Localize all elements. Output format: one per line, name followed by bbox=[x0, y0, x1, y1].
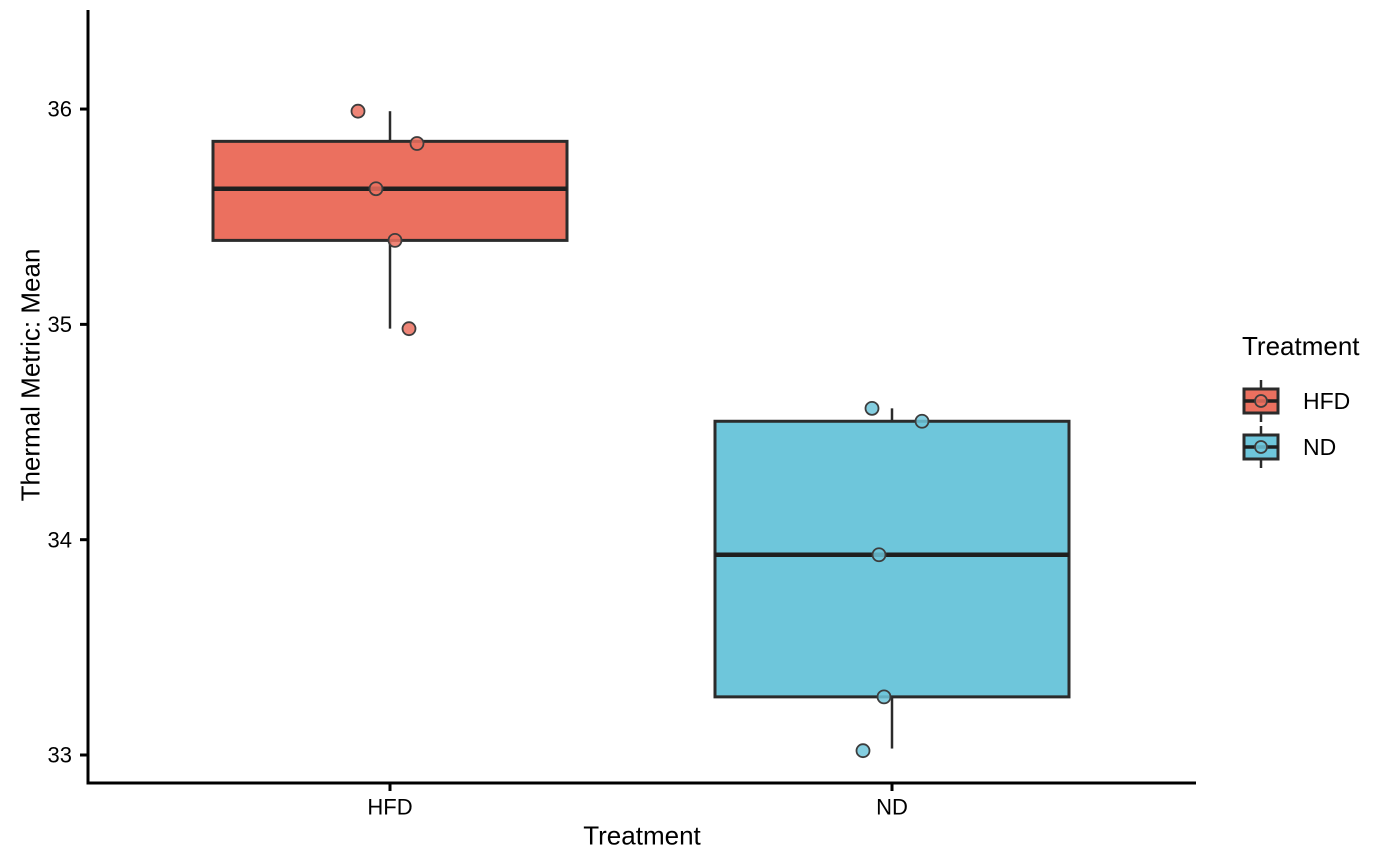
legend-label: HFD bbox=[1303, 387, 1351, 414]
y-tick-label: 33 bbox=[48, 743, 72, 768]
jitter-point-nd bbox=[871, 547, 887, 563]
jitter-point-hfd bbox=[401, 321, 417, 337]
jitter-point-hfd bbox=[409, 136, 425, 151]
jitter-point-nd bbox=[855, 743, 871, 759]
legend-item-nd: ND bbox=[1242, 424, 1360, 470]
legend-label: ND bbox=[1303, 433, 1337, 460]
jitter-point-hfd bbox=[368, 181, 384, 197]
x-tick-label: HFD bbox=[367, 795, 412, 820]
legend: Treatment HFD ND bbox=[1242, 331, 1360, 470]
legend-key-boxplot-icon bbox=[1242, 380, 1280, 422]
x-axis-title: Treatment bbox=[583, 820, 701, 851]
legend-key-boxplot-icon bbox=[1242, 426, 1280, 468]
legend-item-hfd: HFD bbox=[1242, 378, 1360, 424]
x-tick-label: ND bbox=[876, 795, 908, 820]
jitter-point-nd bbox=[864, 400, 880, 416]
box-nd bbox=[713, 419, 1071, 699]
jitter-point-hfd bbox=[387, 232, 403, 248]
y-axis-title: Thermal Metric: Mean bbox=[15, 248, 46, 502]
jitter-point-nd bbox=[876, 689, 892, 705]
legend-title: Treatment bbox=[1242, 331, 1360, 361]
legend-items: HFD ND bbox=[1242, 378, 1360, 470]
y-tick-label: 36 bbox=[48, 97, 72, 122]
jitter-point-nd bbox=[914, 413, 930, 429]
y-tick-label: 35 bbox=[48, 312, 72, 337]
jitter-point-hfd bbox=[350, 103, 366, 119]
y-tick-label: 34 bbox=[48, 527, 72, 552]
